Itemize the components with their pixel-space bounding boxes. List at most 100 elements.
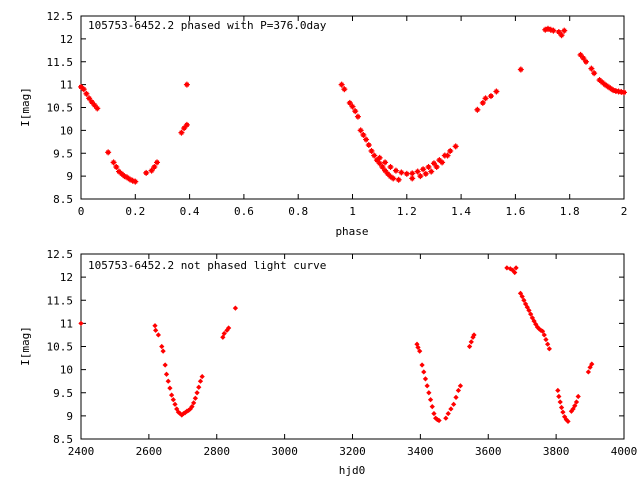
data-point: [513, 265, 519, 271]
phased-panel: 105753-6452.2 phased with P=376.0day pha…: [19, 10, 627, 238]
data-point: [191, 400, 197, 406]
data-point: [94, 105, 101, 112]
y-tick-label: 12: [60, 33, 73, 46]
data-point: [591, 70, 598, 77]
points-phased: [78, 25, 627, 185]
x-tick-label: 2600: [136, 445, 163, 458]
data-point: [453, 394, 459, 400]
y-axis-label-unphased: I[mag]: [19, 326, 32, 366]
data-point: [558, 32, 565, 39]
data-point: [143, 169, 150, 176]
data-point: [105, 149, 112, 156]
data-point: [427, 397, 434, 403]
x-tick-label: 0: [78, 205, 85, 218]
data-point: [573, 399, 580, 405]
x-tick-label: 2400: [68, 445, 95, 458]
x-tick-label: 3600: [475, 445, 502, 458]
data-point: [521, 297, 527, 303]
data-point: [341, 86, 348, 93]
unphased-panel: 105753-6452.2 not phased light curve hjd…: [19, 248, 637, 477]
y-tick-label: 11.5: [47, 294, 74, 307]
data-point: [588, 65, 595, 72]
data-point: [428, 168, 435, 175]
chart-title-unphased: 105753-6452.2 not phased light curve: [88, 259, 326, 272]
y-tick-label: 11.5: [47, 56, 74, 69]
data-point: [151, 163, 158, 170]
data-point: [439, 159, 446, 166]
y-tick-label: 10.5: [47, 102, 74, 115]
x-tick-label: 0.8: [288, 205, 308, 218]
data-point: [585, 369, 591, 375]
data-point: [384, 170, 391, 177]
data-point: [531, 318, 537, 324]
data-point: [447, 147, 454, 154]
ticks-unphased: 2400 2600 2800 3000 3200 3400 3600 3800 4000 8.5 9…: [47, 248, 638, 458]
data-point: [468, 339, 474, 345]
y-tick-label: 8.5: [53, 433, 73, 446]
data-point: [466, 343, 473, 350]
data-point: [426, 390, 432, 396]
data-point: [194, 390, 200, 396]
y-tick-label: 9.5: [53, 387, 73, 400]
data-point: [232, 305, 239, 311]
data-point: [422, 376, 429, 382]
data-point: [183, 81, 190, 88]
data-point: [78, 320, 84, 326]
data-point: [365, 142, 372, 149]
y-tick-label: 8.5: [53, 193, 73, 206]
data-point: [457, 383, 464, 389]
x-tick-label: 1.8: [560, 205, 580, 218]
data-point: [165, 378, 171, 384]
data-point: [392, 167, 399, 174]
data-point: [371, 152, 378, 159]
data-point: [424, 383, 430, 389]
data-point: [174, 406, 180, 412]
x-tick-label: 3000: [271, 445, 298, 458]
y-tick-label: 11: [60, 317, 73, 330]
x-tick-label: 3400: [407, 445, 434, 458]
data-point: [555, 29, 562, 36]
data-point: [556, 393, 562, 400]
y-axis-label-phased: I[mag]: [19, 87, 32, 127]
data-point: [183, 121, 190, 128]
data-point: [415, 344, 421, 351]
data-point: [352, 108, 359, 115]
data-point: [572, 403, 578, 409]
data-point: [455, 387, 462, 394]
data-point: [429, 404, 435, 410]
data-point: [178, 129, 185, 136]
y-tick-label: 12.5: [47, 10, 74, 23]
data-point: [580, 55, 587, 62]
data-point: [360, 131, 367, 138]
x-tick-label: 1.6: [505, 205, 525, 218]
data-point: [220, 334, 226, 340]
data-point: [168, 392, 175, 398]
data-point: [160, 348, 166, 354]
y-tick-label: 10.5: [47, 341, 74, 354]
data-point: [560, 409, 566, 415]
data-point: [167, 385, 173, 391]
data-point: [409, 175, 416, 182]
data-point: [493, 88, 500, 95]
data-point: [570, 406, 576, 412]
data-point: [565, 418, 571, 425]
data-point: [474, 106, 481, 113]
data-point: [338, 81, 345, 88]
x-tick-label: 0.6: [234, 205, 254, 218]
data-point: [543, 336, 549, 343]
data-point: [545, 341, 551, 347]
data-point: [420, 166, 427, 173]
data-point: [86, 95, 93, 102]
y-tick-label: 10: [60, 364, 73, 377]
data-point: [390, 175, 397, 182]
data-point: [445, 410, 451, 417]
data-point: [524, 304, 530, 310]
data-point: [519, 293, 525, 300]
data-point: [398, 169, 405, 176]
data-point: [379, 163, 386, 170]
data-point: [487, 93, 494, 100]
data-point: [419, 362, 425, 368]
x-axis-label-phased: phase: [335, 225, 368, 238]
data-point: [526, 307, 532, 314]
